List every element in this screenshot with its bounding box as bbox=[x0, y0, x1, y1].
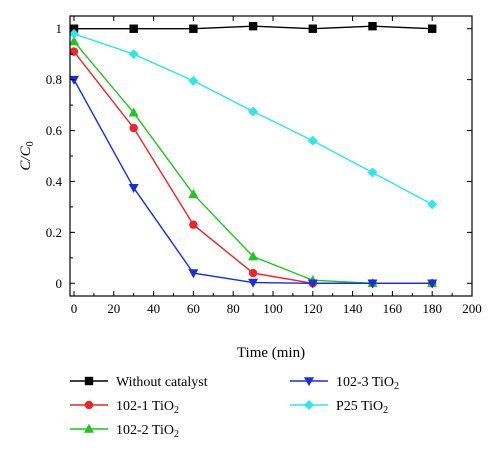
data-point bbox=[189, 220, 198, 229]
legend-marker bbox=[304, 377, 314, 387]
legend-item: 102-2 TiO2 bbox=[70, 423, 179, 440]
legend-label-main: Without catalyst bbox=[116, 375, 208, 390]
data-point bbox=[188, 269, 199, 279]
legend-marker bbox=[84, 423, 94, 433]
legend-item: P25 TiO2 bbox=[290, 399, 388, 416]
x-tick-label: 20 bbox=[107, 301, 120, 316]
legend-label-sub: 2 bbox=[174, 429, 179, 440]
data-point bbox=[248, 21, 258, 31]
data-point bbox=[368, 21, 377, 31]
series-5 bbox=[68, 28, 438, 210]
data-point bbox=[189, 24, 198, 33]
data-point bbox=[129, 123, 138, 133]
plot-frame bbox=[69, 15, 473, 297]
y-tick-label: 0.4 bbox=[46, 174, 63, 189]
series-3 bbox=[68, 36, 438, 288]
legend-label: Without catalyst bbox=[116, 375, 208, 390]
data-point bbox=[68, 28, 79, 39]
data-point bbox=[308, 24, 317, 33]
x-tick-label: 140 bbox=[343, 301, 363, 316]
legend-label-sub: 2 bbox=[383, 405, 388, 416]
y-axis-label: C/C0 bbox=[18, 141, 36, 170]
y-axis-label-main: C/C bbox=[18, 145, 34, 170]
legend-label-main: 102-3 TiO bbox=[336, 375, 394, 390]
data-point bbox=[68, 36, 79, 46]
data-point bbox=[248, 106, 259, 117]
data-point bbox=[427, 24, 437, 33]
legend-label-main: 102-2 TiO bbox=[116, 423, 174, 438]
data-point bbox=[128, 49, 139, 60]
series-line bbox=[73, 41, 433, 284]
data-point bbox=[248, 268, 258, 278]
data-point bbox=[128, 184, 139, 194]
data-point bbox=[248, 278, 259, 288]
legend-label: 102-1 TiO2 bbox=[116, 399, 179, 416]
legend-label: P25 TiO2 bbox=[336, 399, 388, 416]
data-point bbox=[427, 279, 438, 289]
legend-label: 102-2 TiO2 bbox=[116, 423, 179, 440]
plot-area bbox=[68, 21, 438, 289]
legend-marker bbox=[304, 400, 314, 410]
legend-label: 102-3 TiO2 bbox=[336, 375, 399, 392]
legend-item: Without catalyst bbox=[70, 375, 208, 390]
data-point bbox=[129, 24, 138, 33]
data-point bbox=[307, 135, 318, 146]
data-point bbox=[68, 75, 79, 85]
data-point bbox=[307, 279, 318, 289]
data-point bbox=[248, 251, 259, 261]
y-tick-label: 1 bbox=[56, 21, 63, 36]
x-axis-label: Time (min) bbox=[237, 345, 305, 361]
x-tick-label: 0 bbox=[71, 301, 78, 316]
y-axis: 0 0.2 0.4 0.6 0.8 1 bbox=[46, 21, 472, 291]
series-4 bbox=[68, 75, 438, 289]
axes: 0 20 40 60 80 100 120 140 160 180 200 0 0.2 0.4 0.6 0.… bbox=[18, 15, 482, 361]
x-tick-label: 180 bbox=[422, 301, 442, 316]
legend-label-sub: 2 bbox=[394, 381, 399, 392]
legend-label-main: 102-1 TiO bbox=[116, 399, 174, 414]
data-point bbox=[367, 279, 378, 289]
data-point bbox=[427, 199, 438, 210]
y-tick-label: 0.8 bbox=[46, 72, 62, 87]
series-line bbox=[73, 33, 433, 205]
y-tick-label: 0.6 bbox=[46, 123, 63, 138]
x-tick-label: 100 bbox=[263, 301, 283, 316]
legend-marker bbox=[84, 400, 94, 410]
series-1 bbox=[69, 21, 437, 33]
x-tick-label: 120 bbox=[303, 301, 323, 316]
data-point bbox=[188, 188, 199, 198]
x-axis: 0 20 40 60 80 100 120 140 160 180 200 bbox=[71, 16, 482, 316]
data-point bbox=[128, 107, 139, 117]
x-tick-label: 60 bbox=[187, 301, 200, 316]
data-point bbox=[188, 75, 199, 86]
x-tick-label: 200 bbox=[462, 301, 482, 316]
y-tick-label: 0 bbox=[56, 276, 63, 291]
legend-label-sub: 2 bbox=[174, 405, 179, 416]
legend-item: 102-1 TiO2 bbox=[70, 399, 179, 416]
series-line bbox=[73, 51, 433, 284]
x-tick-label: 80 bbox=[227, 301, 240, 316]
data-point bbox=[367, 167, 378, 178]
x-tick-label: 160 bbox=[383, 301, 403, 316]
y-tick-label: 0.2 bbox=[46, 225, 62, 240]
legend-item: 102-3 TiO2 bbox=[290, 375, 399, 392]
y-axis-label-sub: 0 bbox=[25, 141, 36, 146]
x-tick-label: 40 bbox=[147, 301, 160, 316]
legend-marker bbox=[84, 376, 94, 386]
legend-label-main: P25 TiO bbox=[336, 399, 383, 414]
